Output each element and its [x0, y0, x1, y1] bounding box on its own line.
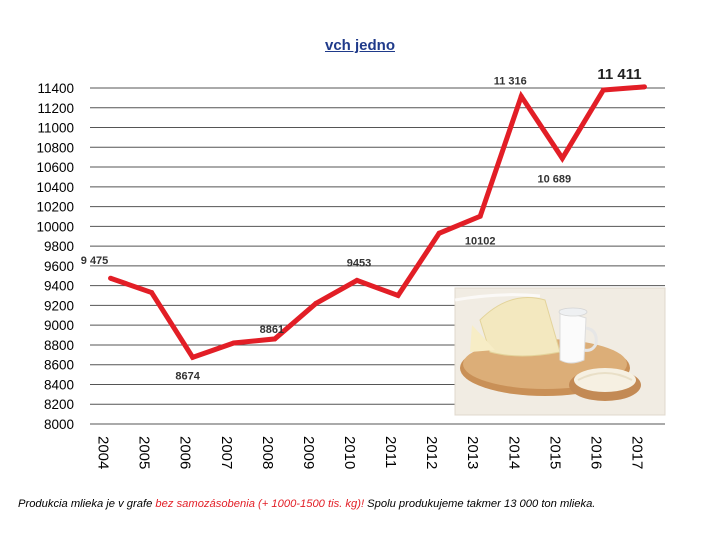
- data-point: [313, 300, 319, 306]
- data-label: 10102: [465, 235, 496, 247]
- x-tick-label: 2010: [341, 436, 358, 469]
- data-points: [108, 84, 647, 360]
- x-tick-label: 2016: [587, 436, 604, 469]
- data-point: [436, 230, 442, 236]
- x-tick-label: 2011: [382, 436, 399, 468]
- data-point: [108, 275, 114, 281]
- x-tick-label: 2007: [218, 436, 235, 469]
- y-tick-label: 8400: [44, 377, 74, 392]
- line-chart: 8000 8200 8400 8600 8800 9000 9200 9400 9600 9800…: [36, 66, 666, 469]
- y-tick-label: 10200: [36, 200, 74, 215]
- caption: Produkcia mlieka je v grafe bez samozáso…: [18, 498, 708, 510]
- data-point: [231, 340, 237, 346]
- data-point: [559, 155, 565, 161]
- y-tick-label: 8200: [44, 397, 74, 412]
- data-labels: 9 475 8674 8861 9453 10102 11 316 10 689 11 411: [81, 66, 642, 382]
- y-tick-label: 9200: [44, 298, 74, 313]
- y-axis-ticks: 8000 8200 8400 8600 8800 9000 9200 9400 9600 9800…: [36, 81, 74, 432]
- data-point: [395, 293, 401, 299]
- dairy-products-photo: [454, 287, 666, 416]
- chart-title: vch jedno: [324, 37, 395, 54]
- y-tick-label: 8000: [44, 417, 74, 432]
- y-tick-label: 10400: [36, 180, 74, 195]
- x-axis-ticks: 2004 2005 2006 2007 2008 2009 2010 2011 2012 2013…: [95, 436, 646, 469]
- y-tick-label: 8600: [44, 358, 74, 373]
- x-tick-label: 2008: [259, 436, 276, 469]
- data-point: [272, 336, 278, 342]
- x-tick-label: 2006: [177, 436, 194, 469]
- x-tick-label: 2004: [95, 436, 112, 469]
- caption-highlight: bez samozásobenia (+ 1000-1500 tis. kg)!: [155, 498, 365, 510]
- data-point: [518, 93, 524, 99]
- x-tick-label: 2014: [505, 436, 522, 469]
- y-tick-label: 11200: [37, 101, 74, 116]
- x-tick-label: 2009: [300, 436, 317, 469]
- data-point: [354, 277, 360, 283]
- data-point: [600, 87, 606, 93]
- x-tick-label: 2015: [546, 436, 563, 469]
- data-label: 10 689: [537, 173, 571, 185]
- data-label: 8861: [260, 324, 284, 336]
- y-tick-label: 11000: [37, 121, 74, 136]
- x-tick-label: 2012: [423, 436, 440, 469]
- data-label: 11 411: [597, 66, 641, 83]
- data-label: 9453: [347, 257, 371, 269]
- data-point: [641, 84, 647, 90]
- data-point: [149, 290, 155, 296]
- y-tick-label: 9600: [44, 259, 74, 274]
- data-label: 9 475: [81, 255, 109, 267]
- x-tick-label: 2017: [628, 436, 645, 469]
- y-tick-label: 10000: [36, 219, 74, 234]
- data-label: 8674: [175, 370, 200, 382]
- x-tick-label: 2013: [464, 436, 481, 469]
- x-tick-label: 2005: [136, 436, 153, 469]
- y-tick-label: 11400: [37, 81, 74, 96]
- caption-text-2: Spolu produkujeme takmer 13 000 ton mlie…: [364, 498, 596, 510]
- y-tick-label: 10800: [36, 140, 74, 155]
- y-tick-label: 8800: [44, 338, 74, 353]
- data-label: 11 316: [494, 75, 527, 87]
- data-point: [477, 213, 483, 219]
- y-tick-label: 10600: [36, 160, 74, 175]
- series-line: [109, 84, 645, 361]
- caption-text-1: Produkcia mlieka je v grafe: [18, 498, 156, 510]
- y-tick-label: 9000: [44, 318, 74, 333]
- y-tick-label: 9800: [44, 239, 74, 254]
- data-point: [190, 354, 196, 360]
- y-tick-label: 9400: [44, 279, 74, 294]
